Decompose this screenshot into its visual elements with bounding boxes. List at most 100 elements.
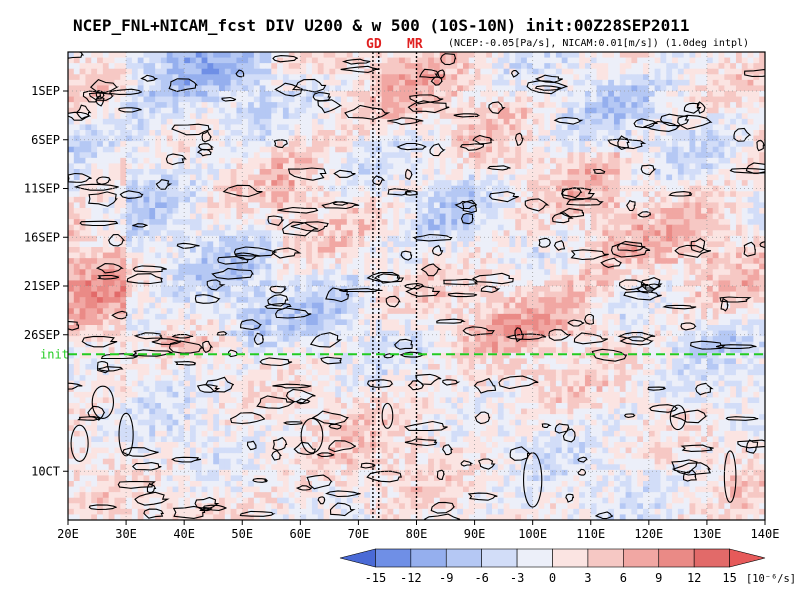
heat-cell — [242, 96, 249, 103]
heat-cell — [114, 152, 121, 159]
heat-cell — [706, 113, 714, 120]
heat-cell — [759, 63, 765, 70]
heat-cell — [613, 174, 621, 181]
heat-cell — [381, 174, 389, 181]
heat-cell — [236, 241, 243, 248]
heat-cell — [219, 213, 226, 220]
heat-cell — [102, 230, 110, 237]
heat-cell — [340, 235, 348, 243]
heat-cell — [219, 208, 226, 215]
heat-cell — [433, 185, 441, 192]
heat-cell — [91, 124, 98, 131]
heat-cell — [439, 85, 447, 92]
heat-cell — [584, 135, 592, 142]
heat-cell — [532, 52, 540, 59]
heat-cell — [497, 85, 505, 92]
heat-cell — [468, 130, 476, 137]
heat-cell — [311, 118, 319, 126]
heat-cell — [625, 213, 633, 220]
heat-cell — [85, 124, 92, 131]
heat-cell — [364, 241, 371, 248]
heat-cell — [230, 185, 238, 192]
heat-cell — [602, 124, 609, 131]
heat-cell — [143, 63, 150, 70]
heat-cell — [468, 74, 476, 81]
heat-cell — [323, 163, 330, 170]
heat-cell — [184, 146, 191, 153]
heat-cell — [381, 280, 389, 287]
heat-cell — [555, 124, 563, 131]
heat-cell — [219, 230, 226, 237]
heat-cell — [219, 113, 226, 120]
heat-cell — [335, 280, 342, 287]
heat-cell — [294, 280, 301, 287]
heat-cell — [120, 247, 127, 254]
heat-cell — [753, 63, 760, 70]
heat-cell — [428, 169, 435, 176]
heat-cell — [149, 57, 156, 64]
heat-cell — [503, 174, 511, 181]
heat-cell — [207, 163, 214, 170]
heat-cell — [73, 163, 81, 170]
heat-cell — [306, 68, 313, 75]
heat-cell — [526, 118, 534, 126]
heat-cell — [399, 258, 406, 265]
heat-cell — [544, 185, 551, 192]
heat-cell — [335, 91, 342, 98]
heat-cell — [509, 74, 516, 81]
heat-cell — [248, 107, 255, 114]
heat-cell — [515, 96, 522, 103]
heat-cell — [79, 174, 87, 181]
heat-cell — [108, 107, 116, 114]
heat-cell — [567, 263, 574, 270]
heat-cell — [108, 163, 116, 170]
heat-cell — [294, 180, 301, 187]
heat-cell — [602, 85, 609, 92]
heat-cell — [399, 185, 406, 192]
heat-cell — [68, 68, 75, 75]
heat-cell — [410, 241, 418, 248]
heat-cell — [143, 141, 150, 148]
heat-cell — [643, 63, 650, 70]
heat-cell — [497, 91, 505, 98]
heat-cell — [439, 191, 447, 198]
heat-cell — [712, 219, 720, 226]
heat-cell — [149, 152, 156, 159]
heat-cell — [660, 107, 667, 114]
heat-cell — [509, 157, 516, 165]
heat-cell — [561, 258, 569, 265]
heat-cell — [311, 124, 319, 131]
heat-cell — [335, 141, 342, 148]
heat-cell — [184, 247, 191, 254]
heat-cell — [462, 85, 470, 92]
heat-cell — [265, 96, 272, 103]
heat-cell — [120, 102, 127, 109]
heat-cell — [364, 124, 371, 131]
heat-cell — [666, 85, 673, 92]
heat-cell — [515, 52, 522, 59]
heat-cell — [724, 174, 731, 181]
heat-cell — [619, 118, 627, 126]
heat-cell — [416, 219, 423, 226]
heat-cell — [387, 107, 394, 114]
heat-cell — [375, 68, 383, 75]
heat-cell — [375, 107, 383, 114]
heat-cell — [526, 163, 534, 170]
heat-cell — [480, 107, 487, 114]
heat-cell — [131, 274, 139, 282]
heat-cell — [654, 130, 662, 137]
heat-cell — [91, 263, 98, 270]
heat-cell — [462, 68, 470, 75]
heat-cell — [596, 174, 603, 181]
heat-cell — [683, 130, 691, 137]
heat-cell — [131, 79, 139, 87]
heat-cell — [445, 85, 452, 92]
heat-cell — [561, 85, 569, 92]
heat-cell — [492, 263, 499, 270]
heat-cell — [654, 157, 662, 165]
heat-cell — [259, 213, 267, 220]
heat-cell — [753, 169, 760, 176]
heat-cell — [195, 102, 203, 109]
heat-cell — [590, 235, 598, 243]
heat-cell — [335, 247, 342, 254]
